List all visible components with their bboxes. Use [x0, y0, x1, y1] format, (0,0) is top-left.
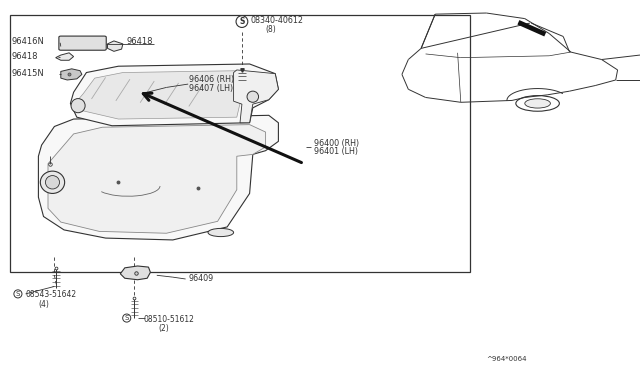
Text: S: S — [239, 17, 244, 26]
Polygon shape — [234, 70, 278, 123]
Polygon shape — [70, 64, 278, 126]
FancyBboxPatch shape — [59, 36, 106, 50]
Text: 08543-51642: 08543-51642 — [26, 291, 77, 299]
Polygon shape — [108, 41, 123, 51]
Text: S: S — [125, 315, 129, 321]
Text: 96415N: 96415N — [12, 69, 44, 78]
Text: S: S — [16, 291, 20, 297]
Ellipse shape — [40, 171, 65, 193]
Polygon shape — [56, 53, 74, 60]
Polygon shape — [120, 266, 150, 280]
Text: 96418: 96418 — [127, 37, 153, 46]
Ellipse shape — [247, 91, 259, 102]
Text: 08340-40612: 08340-40612 — [251, 16, 304, 25]
Polygon shape — [77, 71, 262, 119]
Text: 96418: 96418 — [12, 52, 38, 61]
Text: (8): (8) — [266, 25, 276, 34]
Polygon shape — [38, 115, 278, 240]
Ellipse shape — [525, 99, 550, 108]
Text: 08510-51612: 08510-51612 — [143, 315, 194, 324]
Text: 96406 (RH): 96406 (RH) — [189, 75, 234, 84]
Text: 96416N: 96416N — [12, 37, 44, 46]
Text: 96407 (LH): 96407 (LH) — [189, 84, 233, 93]
Text: 96400 (RH): 96400 (RH) — [314, 139, 359, 148]
Text: (4): (4) — [38, 300, 49, 309]
Text: 96409: 96409 — [189, 274, 214, 283]
Ellipse shape — [45, 176, 60, 189]
Polygon shape — [61, 69, 82, 80]
Ellipse shape — [208, 228, 234, 237]
Bar — [10, 15, 470, 272]
Ellipse shape — [71, 99, 85, 113]
Ellipse shape — [516, 96, 559, 111]
Text: ^964*0064: ^964*0064 — [486, 356, 527, 362]
Text: (2): (2) — [159, 324, 170, 333]
Polygon shape — [48, 125, 266, 233]
Text: 96401 (LH): 96401 (LH) — [314, 147, 358, 156]
